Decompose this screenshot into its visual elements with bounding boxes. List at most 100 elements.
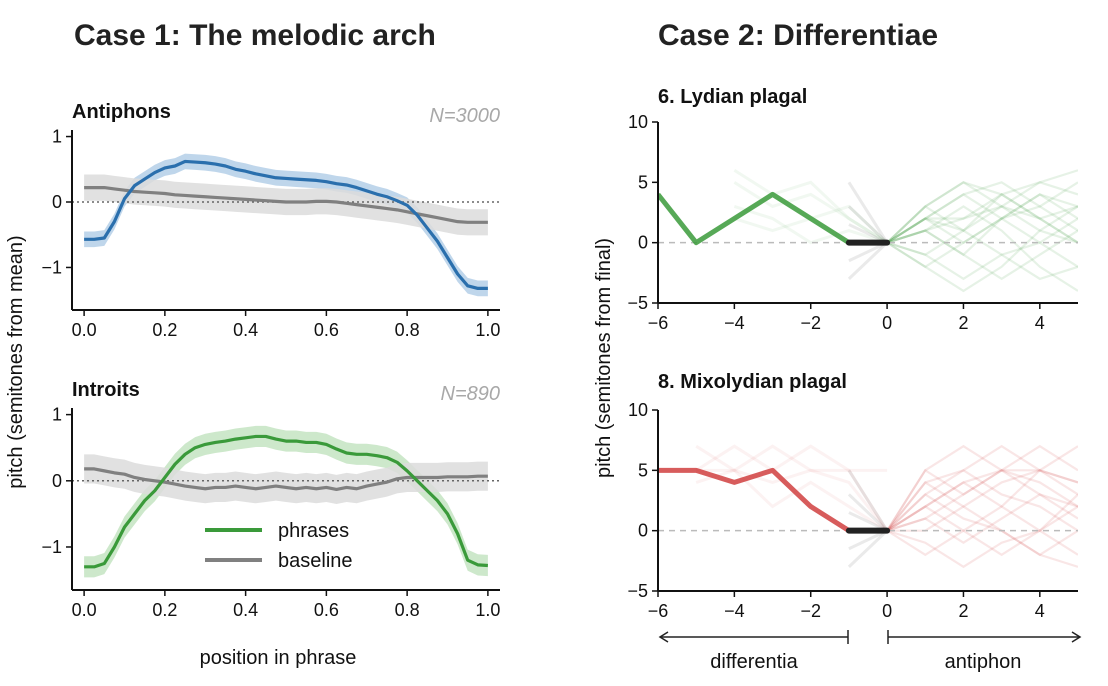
case1-y-axis-label: pitch (semitones from mean): [5, 235, 27, 488]
lydian-antiphon-trace: [886, 181, 1078, 244]
antiphon-span: antiphon: [887, 630, 1082, 673]
lydian-antiphon-trace: [886, 193, 1078, 268]
mixolydian-antiphon-trace: [886, 468, 1078, 532]
introits-y-tick-label: 0: [52, 471, 62, 491]
introits-x-tick-label: 0.6: [314, 600, 339, 620]
lydian-x-tick-label: −2: [800, 313, 821, 333]
legend-phrases-label: phrases: [278, 520, 349, 542]
mixolydian-antiphon-trace: [887, 505, 1078, 557]
introits-y-tick-label: 1: [52, 405, 62, 425]
lydian-x-tick-label: −6: [648, 313, 669, 333]
mixolydian-differentia-shadow: [695, 468, 888, 532]
mixolydian-antiphon-trace: [886, 529, 1078, 569]
mixolydian-antiphon-trace: [886, 469, 1078, 532]
case2-title: Case 2: Differentiae: [658, 19, 938, 52]
lydian-antiphon-trace: [886, 181, 1078, 244]
mixolydian-differentia-shadow: [695, 444, 888, 473]
mixolydian-y-tick-label: 5: [638, 460, 648, 480]
case1-x-axis-label: position in phrase: [200, 647, 357, 669]
mixolydian-y-tick-label: 10: [628, 400, 648, 420]
lydian-differentia-shadow: [733, 204, 889, 244]
antiphons-phrases-band: [84, 153, 488, 297]
mixolydian-antiphon-trace: [886, 469, 1078, 532]
mixolydian-plot-area: [658, 444, 1078, 569]
introits-phrases-band: [84, 425, 488, 578]
lydian-antiphon-trace: [886, 193, 1078, 244]
introits-x-tick-label: 0.2: [152, 600, 177, 620]
introits-x-tick-label: 1.0: [475, 600, 500, 620]
antiphons-x-tick-label: 0.8: [395, 320, 420, 340]
introits-title: Introits: [72, 379, 140, 401]
mixolydian-final-fan: [847, 469, 889, 532]
antiphon-label: antiphon: [945, 651, 1022, 673]
antiphons-x-tick-label: 1.0: [475, 320, 500, 340]
antiphons-phrases-line: [84, 159, 488, 290]
antiphons-y-tick-label: −1: [41, 257, 62, 277]
mixolydian-final-fan: [847, 493, 889, 532]
lydian-x-tick-label: −4: [724, 313, 745, 333]
antiphons-y-tick-label: 1: [52, 127, 62, 147]
introits-baseline-band: [84, 454, 488, 504]
lydian-antiphon-trace: [886, 193, 1078, 269]
antiphon-arrow-right: [1071, 631, 1082, 643]
lydian-y-tick-label: 0: [638, 233, 648, 253]
introits-y-tick-label: −1: [41, 537, 62, 557]
antiphons-y-tick-label: 0: [52, 192, 62, 212]
lydian-x-tick-label: 2: [958, 313, 968, 333]
mixolydian-antiphon-trace: [886, 493, 1078, 557]
mixolydian-x-tick-label: 2: [958, 601, 968, 621]
mixolydian-differentia-shadow: [695, 444, 889, 532]
antiphons-n-label: N=3000: [429, 105, 500, 127]
lydian-antiphon-trace: [886, 205, 1078, 293]
mixolydian-final-fan: [847, 529, 889, 568]
lydian-x-tick-label: 4: [1035, 313, 1045, 333]
introits-x-tick-label: 0.4: [233, 600, 258, 620]
lydian-x-tick-label: 0: [882, 313, 892, 333]
case1-title: Case 1: The melodic arch: [74, 19, 436, 52]
mixolydian-antiphon-trace: [886, 444, 1078, 532]
mixolydian-final-fan: [848, 529, 888, 551]
lydian-antiphon-trace: [886, 181, 1078, 244]
lydian-antiphon-trace: [886, 181, 1078, 257]
mixolydian-y-tick-label: 0: [638, 521, 648, 541]
lydian-final-fan: [848, 241, 888, 263]
mixolydian-x-tick-label: −4: [724, 601, 745, 621]
antiphons-baseline-line: [84, 186, 488, 224]
mixolydian-differentia-line: [658, 467, 851, 533]
lydian-differentia-shadow: [733, 205, 888, 245]
mixolydian-antiphon-trace: [886, 469, 1078, 557]
introits-x-tick-label: 0.8: [395, 600, 420, 620]
lydian-title: 6. Lydian plagal: [658, 86, 807, 108]
mixolydian-x-tick-label: −2: [800, 601, 821, 621]
lydian-plot-area: [658, 168, 1078, 293]
mixolydian-x-tick-label: 0: [882, 601, 892, 621]
lydian-y-tick-label: 10: [628, 112, 648, 132]
lydian-antiphon-trace: [886, 193, 1078, 244]
mixolydian-antiphon-trace: [886, 493, 1078, 568]
lydian-differentia-line: [658, 191, 851, 246]
mixolydian-x-tick-label: 4: [1035, 601, 1045, 621]
introits-n-label: N=890: [441, 383, 501, 405]
antiphons-chart: 0.0 0.2 0.4 0.6 0.8 1.0 1 0 −1: [41, 127, 500, 340]
lydian-antiphon-trace: [886, 169, 1078, 244]
introits-x-tick-label: 0.0: [72, 600, 97, 620]
mixolydian-antiphon-trace: [886, 444, 1078, 532]
lydian-plagal-chart: −6 −4 −2 0 2 4 10 5 0 −5: [627, 112, 1078, 333]
introits-chart: 0.0 0.2 0.4 0.6 0.8 1.0 1 0 −1: [41, 405, 500, 620]
lydian-antiphon-trace: [886, 229, 1078, 281]
legend-baseline-label: baseline: [278, 550, 353, 572]
differentia-arrow-left: [658, 631, 669, 643]
lydian-differentia-shadow: [733, 168, 888, 244]
case2-y-axis-label: pitch (semitones from final): [593, 238, 615, 478]
antiphons-baseline-band: [84, 174, 488, 236]
antiphons-x-tick-label: 0.6: [314, 320, 339, 340]
mixolydian-antiphon-trace: [886, 445, 1078, 532]
lydian-y-tick-label: −5: [627, 293, 648, 313]
antiphons-title: Antiphons: [72, 101, 171, 123]
introits-baseline-line: [84, 467, 488, 492]
lydian-antiphon-trace: [886, 181, 1078, 244]
mixolydian-antiphon-trace: [886, 444, 1078, 532]
lydian-differentia-shadow: [733, 181, 888, 244]
introits-phrases-line: [84, 434, 488, 569]
